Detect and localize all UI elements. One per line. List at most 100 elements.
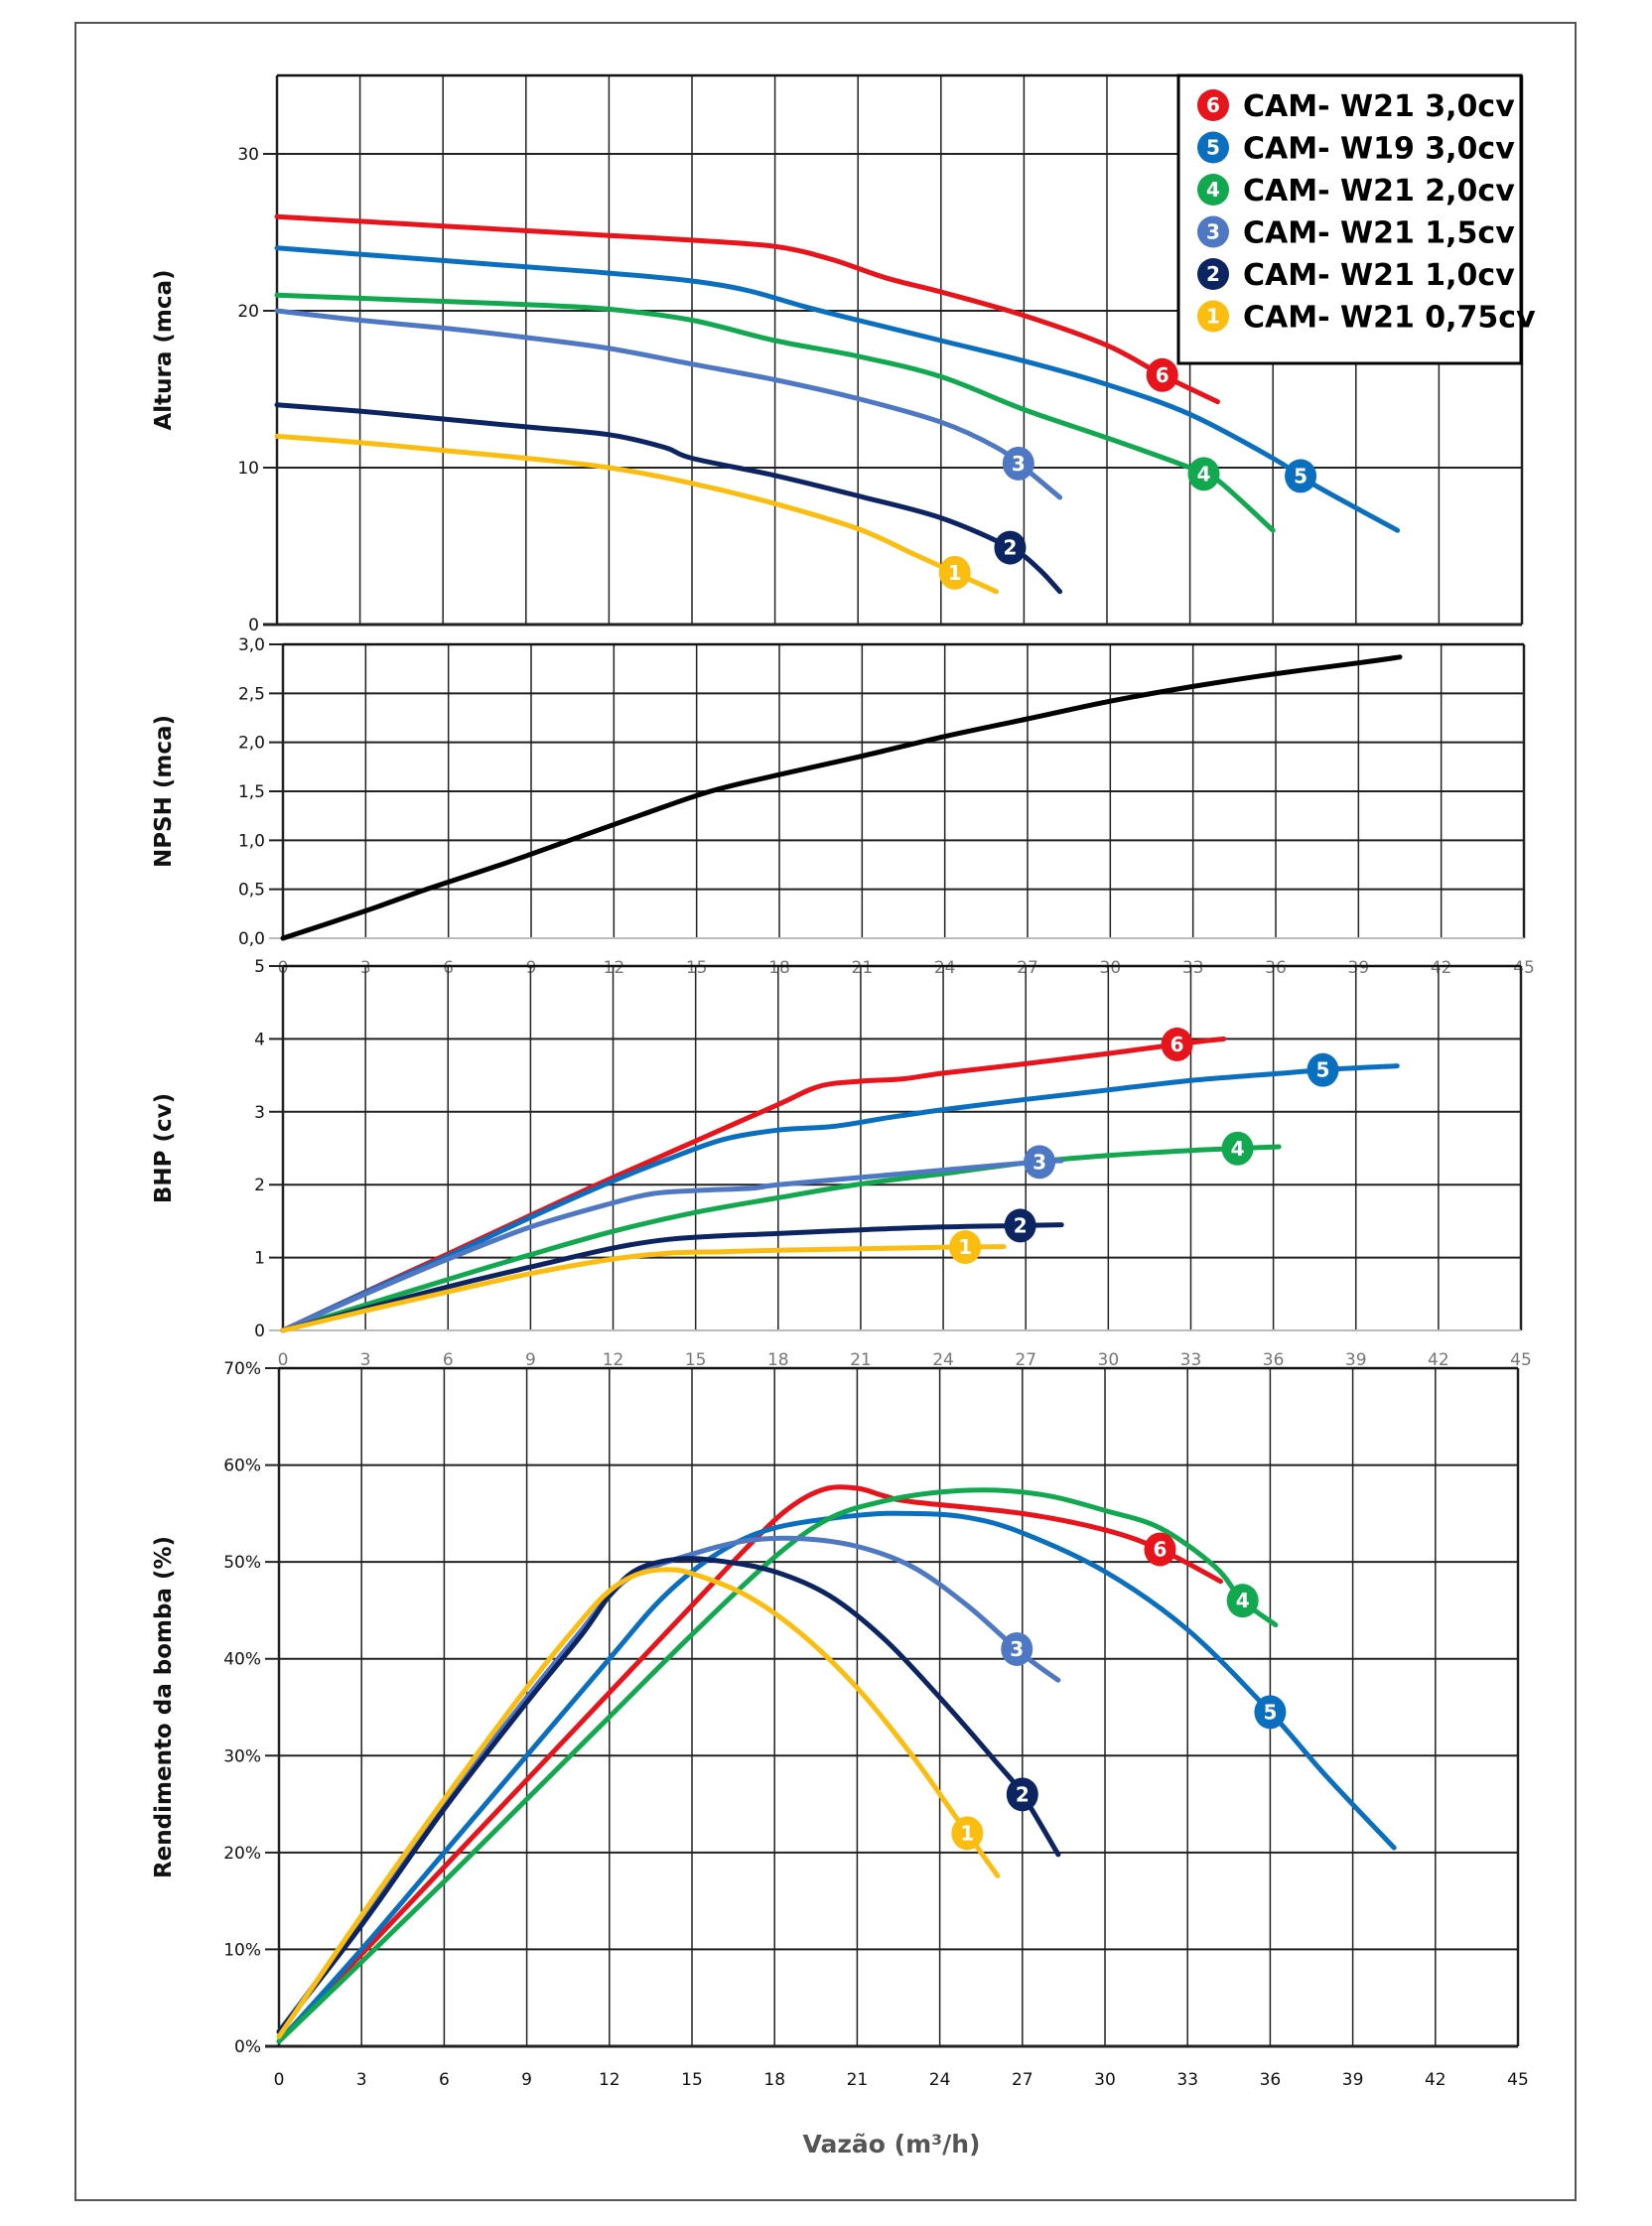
y-tick-label: 20% (223, 1844, 261, 1864)
series-badge-3 (1001, 1631, 1033, 1666)
y-tick-label: 2,0 (238, 734, 265, 754)
legend-marker-number-2: 2 (1206, 262, 1220, 286)
legend-marker-number-5: 5 (1206, 136, 1220, 160)
x-tick-label: 21 (847, 2070, 869, 2090)
series-line-1 (276, 1567, 1001, 2039)
x-tick-label: 24 (929, 2070, 951, 2090)
series-line-5 (280, 1063, 1400, 1333)
x-tick-label: 36 (1265, 958, 1287, 978)
y-axis-label: NPSH (mca) (151, 715, 177, 868)
x-tick-label: 6 (439, 2070, 450, 2090)
series-badge-number-5: 5 (1316, 1058, 1330, 1082)
x-tick-label: 9 (525, 1350, 536, 1370)
x-tick-label: 18 (767, 1350, 789, 1370)
series-badge-6 (1161, 1027, 1193, 1061)
x-tick-label: 3 (360, 1350, 371, 1370)
series-line-4 (274, 292, 1276, 533)
series-badge-number-6: 6 (1154, 1537, 1168, 1561)
series-badge-3 (1002, 446, 1034, 481)
y-tick-label: 1 (254, 1249, 265, 1269)
npsh-chart: 0,00,51,01,52,02,53,00369121518212427303… (151, 635, 1535, 978)
series-badge-number-3: 3 (1010, 1637, 1024, 1661)
x-tick-label: 42 (1425, 2070, 1446, 2090)
series-line-npsh (280, 654, 1403, 941)
series-line-6 (276, 1484, 1223, 2044)
legend-marker-number-4: 4 (1206, 178, 1220, 202)
y-tick-label: 40% (223, 1650, 261, 1670)
series-badge-number-1: 1 (960, 1821, 974, 1845)
page-frame (74, 22, 1577, 2201)
y-tick-label: 4 (254, 1030, 265, 1049)
x-tick-label: 39 (1342, 2070, 1364, 2090)
x-tick-label: 12 (604, 958, 625, 978)
legend-entry-label: CAM- W21 3,0cv (1243, 89, 1515, 124)
legend-marker-5 (1197, 131, 1229, 164)
y-tick-label: 70% (223, 1359, 261, 1379)
efficiency-chart: 0%10%20%30%40%50%60%70%0 3 6 9 12 15 18 21 24 27 3… (151, 1359, 1529, 2090)
x-tick-label: 39 (1348, 958, 1370, 978)
series-badge-4 (1226, 1584, 1259, 1618)
y-tick-label: 10 (237, 459, 259, 479)
series-badge-number-1: 1 (948, 561, 962, 585)
y-tick-label: 0,0 (238, 929, 265, 949)
legend-marker-4 (1197, 174, 1229, 206)
legend-marker-number-1: 1 (1206, 305, 1220, 329)
series-badge-number-4: 4 (1231, 1137, 1245, 1161)
x-tick-label: 0 (274, 2070, 285, 2090)
x-tick-label: 18 (763, 2070, 785, 2090)
legend-entry-label: CAM- W19 3,0cv (1243, 132, 1515, 167)
series-badge-6 (1146, 357, 1178, 392)
series-badge-6 (1144, 1532, 1176, 1567)
series-line-1 (274, 433, 999, 595)
x-tick-label: 27 (1012, 2070, 1033, 2090)
x-tick-label: 12 (599, 2070, 620, 2090)
series-badge-number-2: 2 (1004, 536, 1018, 560)
series-badge-number-2: 2 (1016, 1782, 1030, 1806)
x-tick-label: 0 (278, 1350, 289, 1370)
legend-marker-3 (1197, 215, 1229, 248)
series-badge-3 (1024, 1145, 1056, 1180)
series-badge-number-3: 3 (1012, 452, 1026, 476)
legend-marker-6 (1197, 89, 1229, 121)
y-tick-label: 0% (234, 2037, 261, 2057)
legend: 6 CAM- W21 3,0cv 5 CAM- W19 3,0cv 4 CAM- W21 … (1176, 73, 1536, 365)
legend-marker-2 (1197, 258, 1229, 290)
x-tick-label: 36 (1263, 1350, 1285, 1370)
x-tick-label: 45 (1513, 958, 1535, 978)
x-tick-label: 36 (1260, 2070, 1282, 2090)
series-line-6 (274, 213, 1220, 405)
series-badge-2 (1006, 1777, 1038, 1812)
series-badge-1 (951, 1816, 984, 1851)
x-tick-label: 21 (852, 958, 874, 978)
series-badge-4 (1221, 1131, 1254, 1166)
y-tick-label: 30% (223, 1746, 261, 1766)
legend-marker-1 (1197, 300, 1229, 333)
series-badge-number-2: 2 (1014, 1213, 1028, 1237)
legend-entry-label: CAM- W21 1,5cv (1243, 216, 1515, 251)
legend-box (1176, 73, 1523, 365)
x-tick-label: 39 (1345, 1350, 1367, 1370)
x-axis-label: Vazão (m³/h) (803, 2130, 981, 2158)
x-tick-label: 27 (1015, 1350, 1036, 1370)
x-tick-label: 15 (686, 958, 708, 978)
series-line-3 (276, 1535, 1061, 2034)
x-tick-label: 30 (1100, 958, 1122, 978)
legend-marker-number-3: 3 (1206, 220, 1220, 244)
x-tick-label: 18 (768, 958, 790, 978)
legend-entry-label: CAM- W21 1,0cv (1243, 258, 1515, 293)
series-badge-number-4: 4 (1236, 1589, 1250, 1612)
legend-marker-number-6: 6 (1206, 93, 1220, 117)
x-tick-label: 21 (850, 1350, 872, 1370)
y-tick-label: 0 (248, 616, 259, 635)
series-badge-number-3: 3 (1032, 1150, 1046, 1174)
x-tick-label: 33 (1180, 1350, 1202, 1370)
series-badge-4 (1187, 457, 1220, 491)
y-tick-label: 60% (223, 1457, 261, 1476)
legend-entry-label: CAM- W21 2,0cv (1243, 174, 1515, 209)
series-badge-number-1: 1 (958, 1235, 972, 1259)
y-tick-label: 0 (254, 1322, 265, 1341)
x-tick-label: 12 (603, 1350, 624, 1370)
y-tick-label: 3 (254, 1103, 265, 1123)
y-tick-label: 2,5 (238, 684, 265, 704)
